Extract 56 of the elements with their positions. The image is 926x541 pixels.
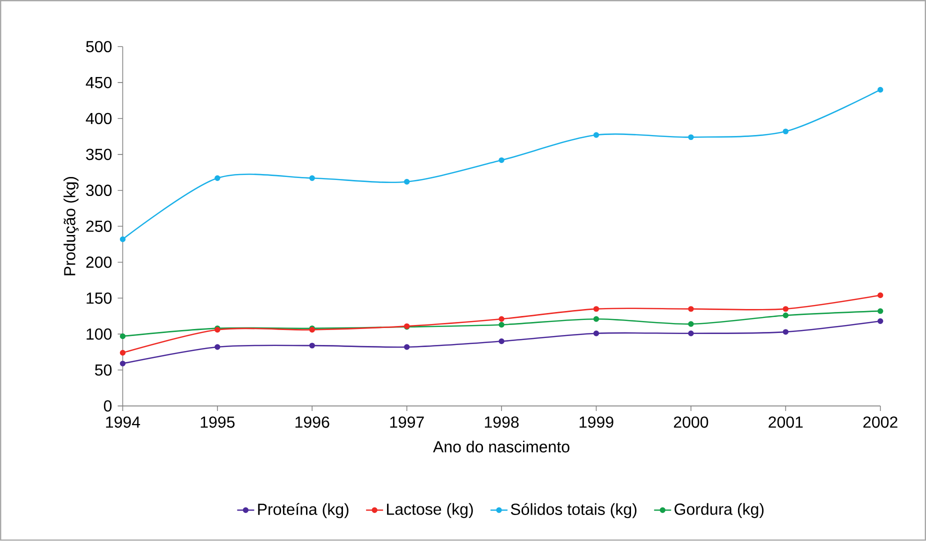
point: [498, 157, 504, 164]
point: [498, 338, 504, 344]
y-tick-label: 400: [86, 112, 112, 124]
point: [120, 360, 126, 367]
point: [782, 329, 789, 335]
point: [593, 306, 600, 312]
legend-label: Gordura (kg): [674, 503, 764, 518]
y-tick-label: 50: [95, 364, 112, 376]
point: [782, 128, 789, 134]
point: [309, 342, 315, 349]
point: [688, 321, 694, 328]
point: [593, 330, 600, 336]
y-tick-label: 500: [86, 41, 112, 52]
y-tick-label: 450: [86, 77, 112, 88]
point: [214, 175, 220, 182]
point: [214, 344, 220, 350]
point: [498, 322, 504, 328]
x-tick-label: 2000: [674, 416, 708, 428]
point: [688, 330, 694, 336]
legend-label: Sólidos totais (kg): [510, 503, 636, 518]
point: [120, 334, 126, 340]
x-tick-label: 2001: [768, 416, 803, 428]
y-tick-label: 300: [86, 184, 112, 196]
point: [878, 292, 884, 298]
point: [404, 179, 410, 185]
point: [120, 350, 126, 356]
x-tick-label: 1999: [580, 416, 614, 428]
legend-label: Lactose (kg): [387, 503, 473, 518]
point: [404, 344, 410, 350]
point: [878, 308, 884, 314]
y-tick-label: 350: [86, 148, 112, 160]
legend-label: Proteína (kg): [258, 503, 348, 518]
x-tick-label: 1998: [484, 416, 519, 428]
point: [593, 132, 600, 138]
point: [593, 316, 600, 322]
y-tick-label: 0: [104, 400, 112, 412]
x-tick-label: 1995: [200, 416, 235, 428]
point: [782, 312, 789, 318]
point: [878, 87, 884, 93]
y-tick-label: 150: [86, 292, 112, 304]
x-tick-label: 1996: [296, 416, 330, 428]
y-axis-title: Produção (kg): [64, 177, 79, 276]
point: [688, 306, 694, 312]
point: [309, 175, 315, 182]
y-tick-label: 100: [86, 328, 112, 340]
point: [120, 236, 126, 242]
point: [498, 316, 504, 322]
x-tick-label: 2002: [863, 416, 898, 428]
x-tick-label: 1994: [106, 416, 140, 428]
x-tick-label: 1997: [390, 416, 424, 428]
point: [688, 134, 694, 140]
x-axis-title: Ano do nascimento: [433, 440, 570, 453]
y-tick-label: 250: [86, 220, 112, 232]
point: [878, 318, 884, 324]
point: [782, 306, 789, 312]
y-tick-label: 200: [86, 256, 112, 268]
